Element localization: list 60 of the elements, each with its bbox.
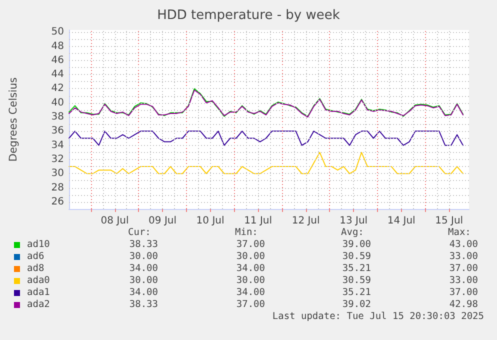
y-tick-label: 36 [51,126,64,137]
y-axis-title: Degrees Celsius [8,77,20,162]
text: 30.00 [236,275,265,287]
legend-label: ada0 [27,275,50,287]
x-tick-label: 12 Jul [292,216,320,226]
text: 33.00 [449,251,478,263]
text: 30.00 [236,251,265,263]
y-tick-label: 44 [51,69,64,80]
text: 34.00 [236,263,265,275]
x-tick-label: 09 Jul [148,216,177,226]
x-tick-label: 08 Jul [100,216,129,226]
y-tick-label: 34 [51,140,64,151]
x-tick-label: 15 Jul [435,216,464,226]
text: 42.98 [449,299,478,311]
text: Max: [448,227,471,239]
text: Avg: [341,227,364,239]
text: 43.00 [449,239,478,251]
text: 34.00 [129,263,158,275]
x-tick-label: 10 Jul [196,216,224,226]
legend-label: ada2 [27,299,50,311]
chart-title: HDD temperature - by week [157,8,340,23]
text: Min: [235,227,258,239]
text: 39.00 [342,239,371,251]
y-tick-label: 32 [51,154,64,165]
text: 37.00 [449,263,478,275]
y-tick-label: 40 [51,97,64,108]
text: 39.02 [342,299,371,311]
y-tick-label: 46 [51,54,64,66]
text: 37.00 [236,299,265,311]
x-tick-label: 13 Jul [340,216,368,226]
legend-label: ad10 [27,239,50,251]
text: 30.59 [342,275,371,287]
legend-label: ad8 [27,263,44,275]
line-series [68,130,464,146]
x-tick-label: 14 Jul [387,216,416,226]
legend-label: ad6 [27,251,44,263]
y-tick-label: 42 [51,83,64,94]
text: 34.00 [129,287,158,299]
text: Last update: Tue Jul 15 20:30:03 2025 [272,311,484,323]
y-tick-label: 28 [51,182,64,194]
y-tick-label: 50 [51,26,64,38]
legend-label: ada1 [27,287,50,299]
text: 30.59 [342,251,371,263]
y-tick-label: 26 [51,196,64,208]
text: 37.00 [236,239,265,251]
y-tick-label: 38 [51,112,64,123]
text: 35.21 [342,263,371,275]
text: 33.00 [449,275,478,287]
y-tick-label: 48 [51,40,64,52]
text: Cur: [128,227,151,239]
text: 35.21 [342,287,371,299]
line-series [68,152,464,174]
y-tick-label: 30 [51,168,64,180]
text: 34.00 [236,287,265,299]
text: 30.00 [129,251,158,263]
text: 37.00 [449,287,478,299]
text: 38.33 [129,299,158,311]
text: 30.00 [129,275,158,287]
text: 38.33 [129,239,158,251]
x-tick-label: 11 Jul [244,216,272,226]
